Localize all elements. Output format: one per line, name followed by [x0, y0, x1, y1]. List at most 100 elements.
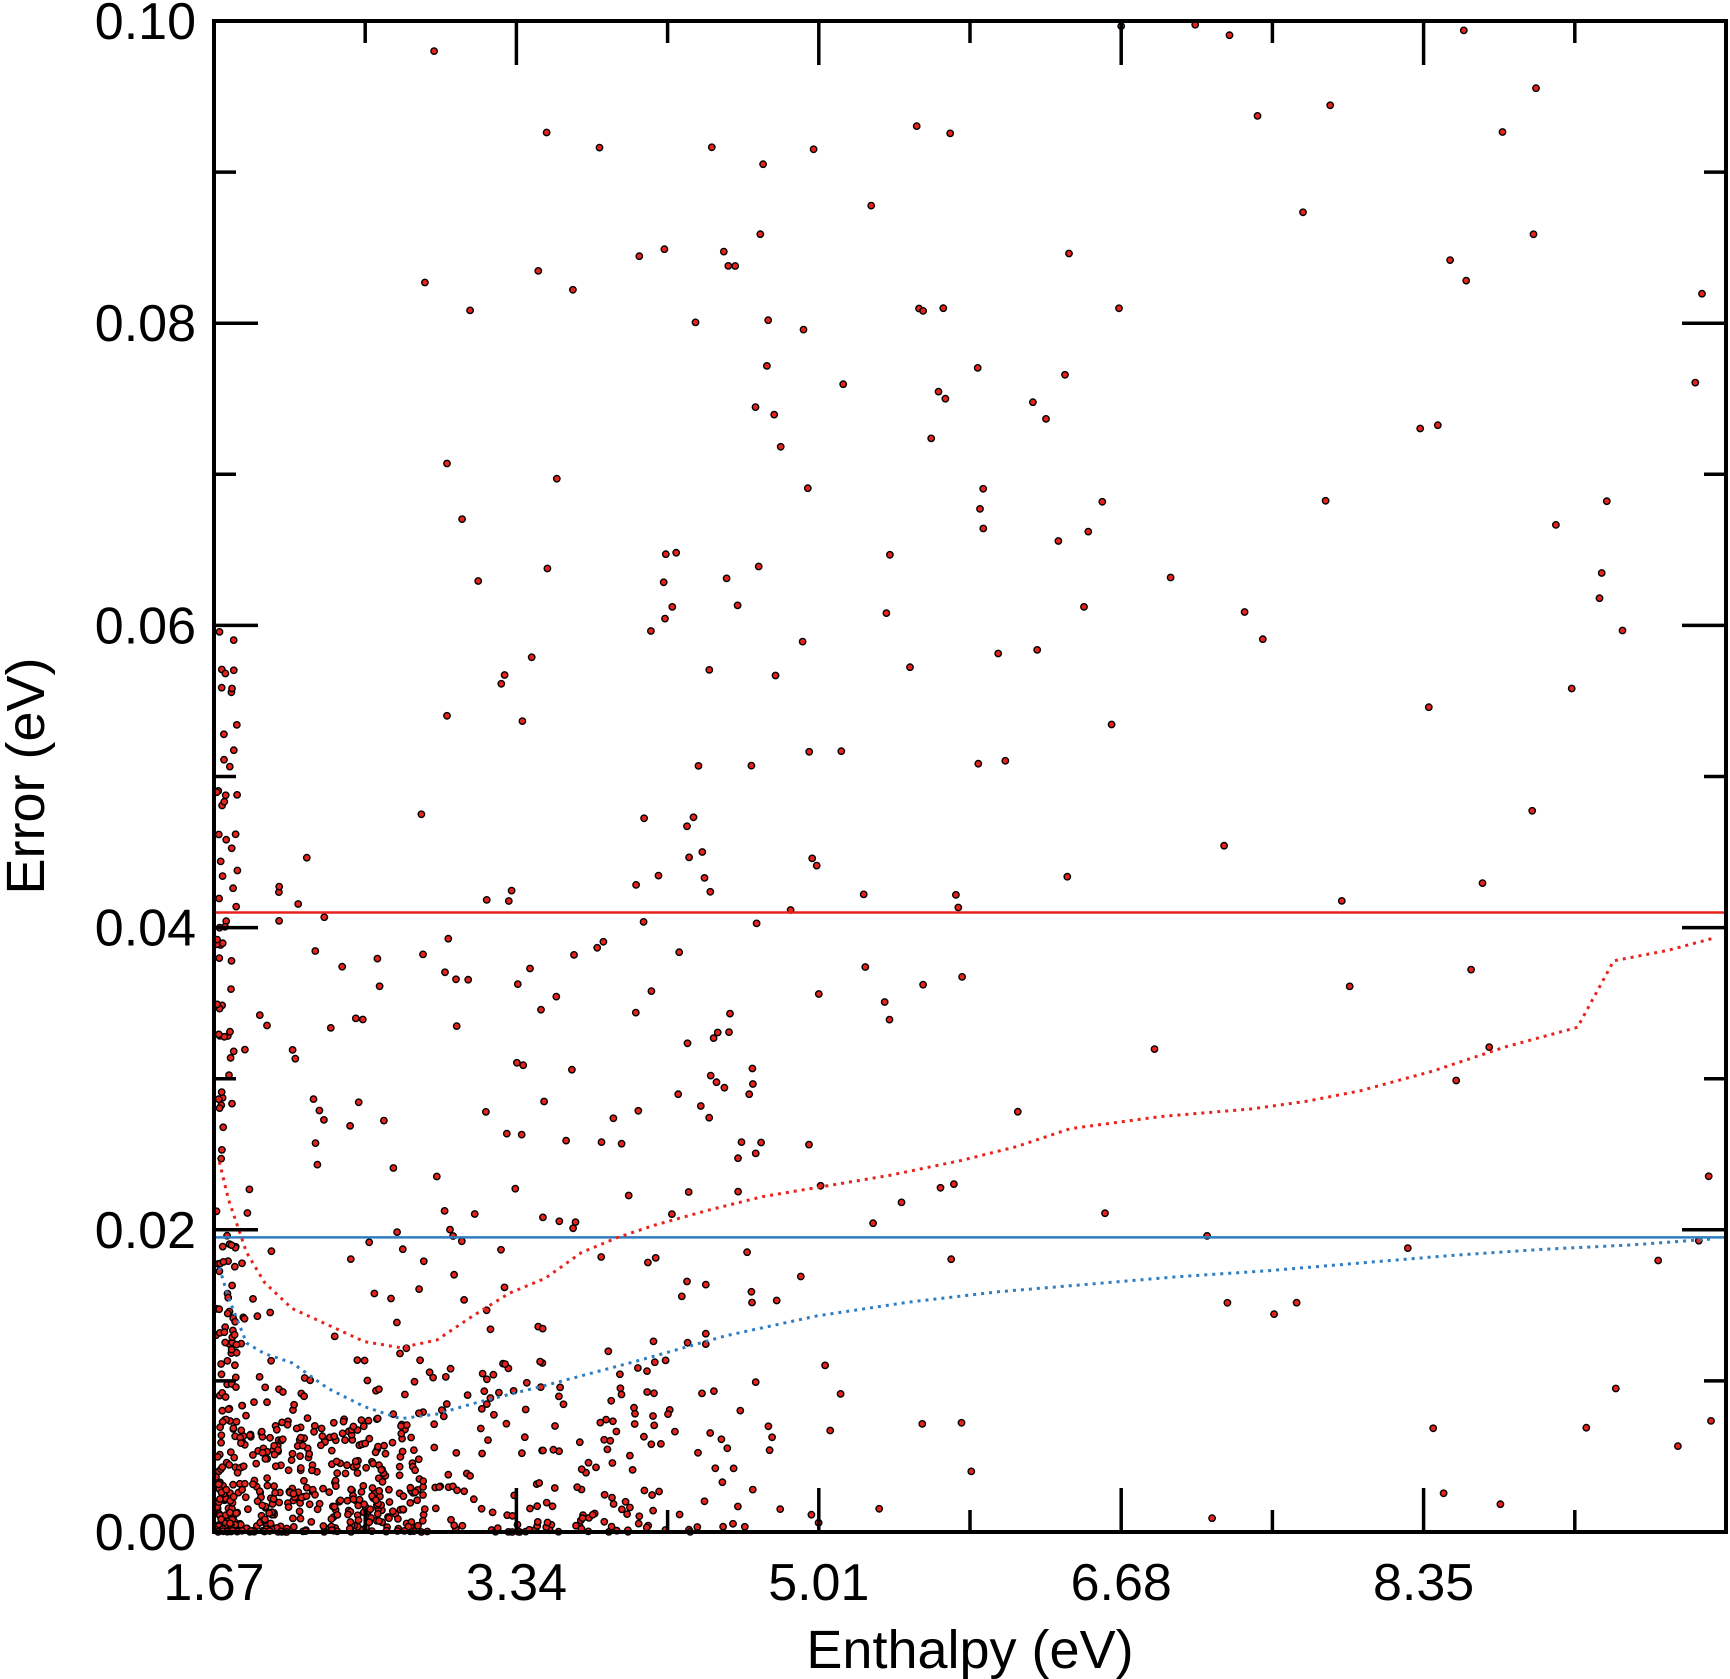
- scatter-point: [947, 1255, 956, 1264]
- scatter-point: [458, 1521, 467, 1530]
- scatter-point: [511, 1184, 520, 1193]
- scatter-point: [257, 1427, 266, 1436]
- scatter-point: [341, 1436, 349, 1445]
- scatter-point: [395, 1471, 404, 1480]
- scatter-point: [331, 1482, 340, 1491]
- scatter-point: [255, 1011, 264, 1019]
- y-tick-label: 0.08: [95, 295, 196, 353]
- scatter-point: [371, 1496, 380, 1505]
- scatter-point: [357, 1416, 366, 1425]
- scatter-point: [650, 1389, 658, 1398]
- scatter-point: [388, 1507, 397, 1516]
- scatter-point: [1528, 806, 1537, 815]
- scatter-point: [751, 1149, 760, 1158]
- scatter-point: [534, 266, 543, 275]
- scatter-point: [634, 1519, 643, 1528]
- scatter-point: [604, 1347, 613, 1356]
- scatter-point: [296, 1464, 305, 1472]
- scatter-point: [278, 1418, 286, 1427]
- scatter-point: [395, 1462, 404, 1471]
- scatter-point: [347, 1485, 355, 1494]
- scatter-point: [362, 1463, 370, 1472]
- scatter-point: [373, 1510, 382, 1518]
- scatter-point: [397, 1429, 406, 1438]
- scatter-point: [710, 1387, 718, 1396]
- scatter-point: [375, 1517, 383, 1525]
- scatter-point: [296, 1514, 305, 1523]
- scatter-point: [936, 1183, 945, 1192]
- scatter-point: [974, 759, 983, 768]
- scatter-point: [837, 747, 846, 756]
- scatter-point: [597, 1138, 606, 1147]
- scatter-point: [225, 1461, 234, 1469]
- scatter-point: [452, 975, 460, 984]
- scatter-point: [269, 1495, 278, 1503]
- scatter-point: [375, 982, 384, 991]
- scatter-point: [647, 1440, 656, 1449]
- scatter-point: [573, 1483, 582, 1492]
- scatter-point: [526, 964, 534, 973]
- scatter-point: [1597, 569, 1606, 577]
- scatter-point: [647, 627, 655, 635]
- scatter-point: [548, 1502, 557, 1511]
- scatter-point: [224, 1405, 233, 1414]
- scatter-point: [237, 1426, 246, 1435]
- scatter-point: [1704, 1172, 1713, 1181]
- scatter-point: [776, 1505, 785, 1514]
- scatter-point: [533, 1518, 542, 1526]
- scatter-point: [700, 1497, 709, 1506]
- scatter-point: [941, 394, 950, 403]
- scatter-point: [1674, 1442, 1682, 1451]
- scatter-point: [389, 1164, 398, 1172]
- scatter-point: [278, 1435, 287, 1444]
- scatter-point: [867, 201, 876, 210]
- scatter-point: [809, 145, 818, 154]
- scatter-point: [675, 1510, 684, 1519]
- scatter-point: [596, 1418, 605, 1427]
- scatter-point: [303, 1414, 312, 1423]
- scatter-point: [539, 1446, 547, 1455]
- scatter-point: [216, 1423, 225, 1432]
- scatter-point: [713, 1028, 722, 1037]
- scatter-point: [497, 1245, 505, 1254]
- scatter-point: [223, 1357, 232, 1365]
- scatter-point: [664, 1410, 672, 1419]
- scatter-point: [287, 1456, 296, 1465]
- scatter-point: [484, 1436, 492, 1445]
- scatter-point: [542, 1498, 551, 1507]
- scatter-point: [751, 1378, 760, 1387]
- scatter-point: [474, 577, 483, 585]
- scatter-point: [271, 1462, 280, 1471]
- scatter-point: [535, 1479, 544, 1487]
- scatter-point: [441, 968, 449, 977]
- scatter-point: [600, 1490, 609, 1499]
- scatter-point: [223, 1309, 232, 1318]
- scatter-point: [919, 980, 927, 989]
- scatter-point: [217, 1154, 226, 1163]
- scatter-point: [689, 813, 698, 822]
- scatter-point: [215, 1305, 224, 1314]
- scatter-point: [357, 1488, 366, 1496]
- scatter-point: [325, 1488, 334, 1497]
- scatter-point: [1166, 573, 1175, 582]
- scatter-point: [502, 1129, 511, 1138]
- scatter-point: [1433, 421, 1442, 430]
- scatter-point: [555, 1217, 564, 1226]
- scatter-point: [460, 1487, 469, 1496]
- scatter-point: [752, 919, 761, 928]
- scatter-point: [306, 1376, 314, 1385]
- x-tick-label: 1.67: [163, 1554, 264, 1612]
- scatter-point: [253, 1312, 262, 1321]
- scatter-point: [1707, 1417, 1715, 1425]
- scatter-point: [698, 848, 707, 856]
- scatter-point: [288, 1449, 297, 1458]
- scatter-point: [632, 881, 640, 889]
- scatter-point: [1345, 982, 1354, 991]
- scatter-point: [319, 1522, 328, 1530]
- scatter-point: [946, 129, 955, 138]
- scatter-point: [229, 746, 238, 755]
- scatter-point: [453, 1486, 461, 1495]
- scatter-point: [349, 1422, 358, 1431]
- scatter-point: [740, 1522, 749, 1531]
- scatter-point: [550, 1484, 559, 1492]
